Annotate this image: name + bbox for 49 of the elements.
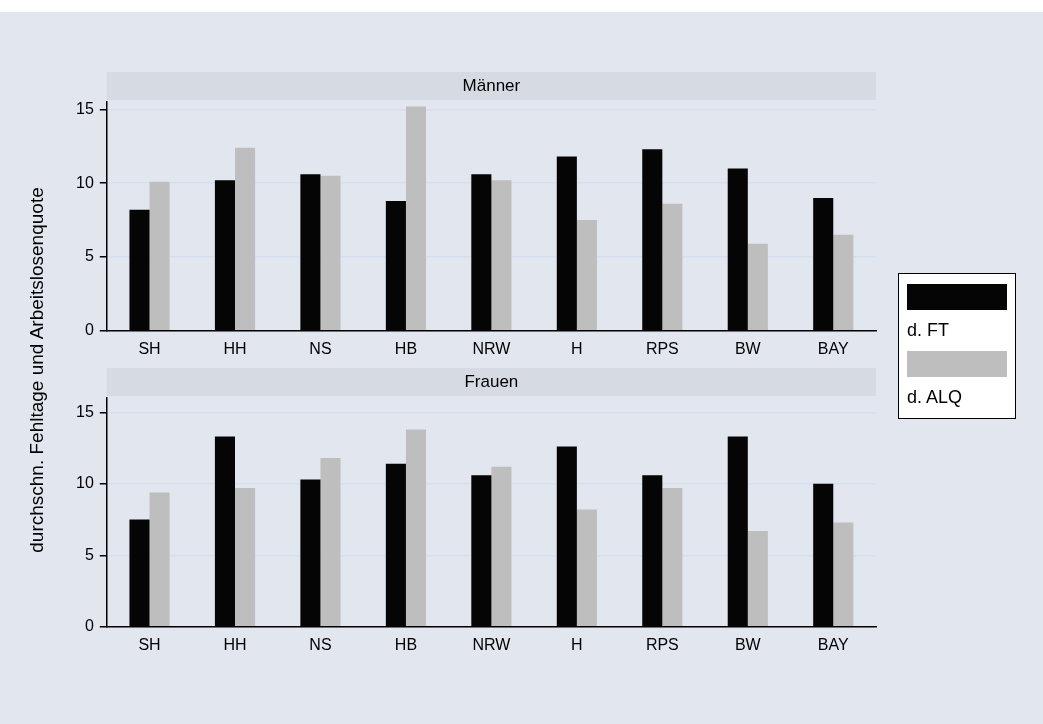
bar [235,147,256,331]
x-tick-label: NRW [472,635,512,653]
bar [320,175,341,331]
text: d. ALQ [907,387,964,408]
bar [833,234,854,331]
x-tick-label: BAY [817,635,850,653]
x-tick-label: NS [309,635,332,653]
x-tick-label: BW [734,339,762,357]
bar [833,522,854,627]
bar [149,492,170,627]
x-tick-label: BW [734,635,762,653]
y-tick-label: 0 [84,617,94,635]
x-tick-label: SH [138,635,161,653]
bar [576,220,597,331]
y-tick-label: 5 [84,247,94,265]
bar [149,181,170,331]
chart-title: Frauen [464,371,519,391]
x-tick-label: NRW [472,339,512,357]
bar [576,509,597,627]
chart-title: Männer [462,75,521,95]
bar [235,488,256,627]
x-tick-label: RPS [645,339,679,357]
bar [320,458,341,627]
text: d. FT [907,320,950,341]
bar [662,488,683,627]
y-tick-label: 5 [84,545,94,563]
x-tick-label: HB [394,339,418,357]
y-tick-label: 15 [76,99,94,117]
bar [491,180,512,331]
y-axis-title: durchschn. Fehltage und Arbeitslosenquote [26,187,48,553]
bar [747,530,768,627]
bar [662,203,683,331]
bar [405,429,427,627]
x-tick-label: HH [223,339,247,357]
y-tick-label: 15 [76,402,94,420]
x-tick-label: HB [394,635,418,653]
x-tick-label: BAY [817,339,850,357]
x-tick-label: NS [309,339,332,357]
bar [405,106,427,331]
bar [491,466,512,627]
x-tick-label: SH [138,339,161,357]
y-tick-label: 10 [76,173,94,191]
x-tick-label: H [571,635,583,653]
bar [747,243,768,331]
x-tick-label: HH [223,635,247,653]
y-tick-label: 10 [76,474,94,492]
y-tick-label: 0 [84,321,94,339]
x-tick-label: RPS [645,635,679,653]
x-tick-label: H [571,339,583,357]
